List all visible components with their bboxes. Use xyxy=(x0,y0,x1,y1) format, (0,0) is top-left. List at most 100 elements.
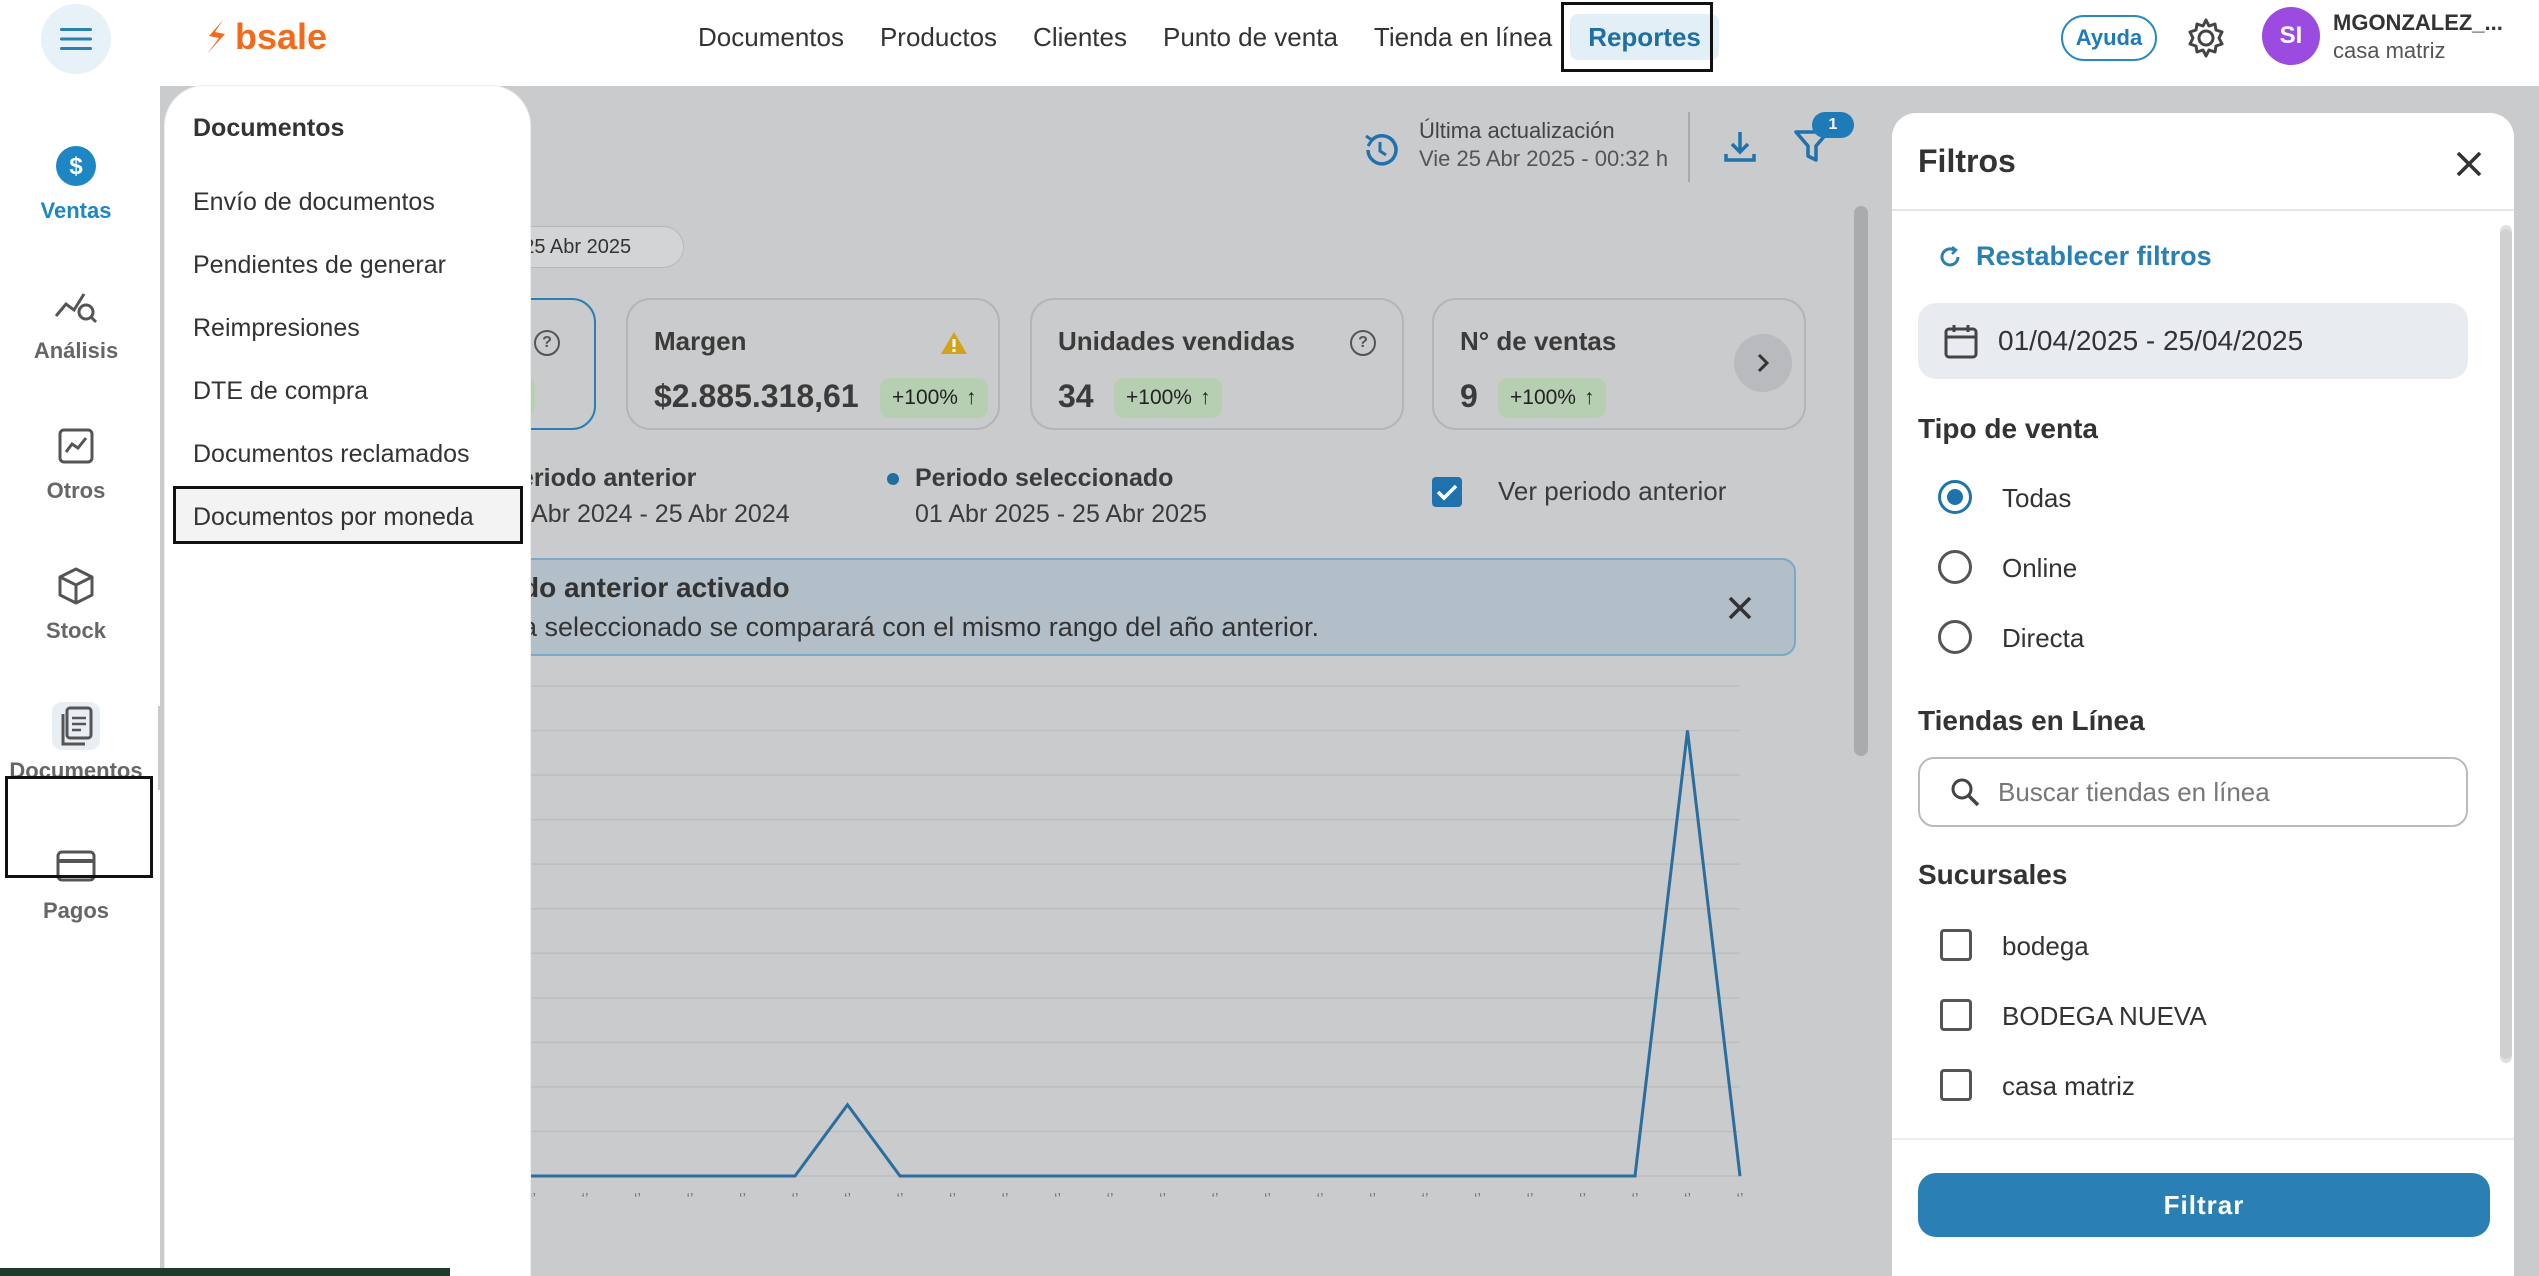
data-point[interactable] xyxy=(847,1104,848,1106)
show-previous-checkbox[interactable] xyxy=(1432,477,1462,507)
kpi-badge-value: +100% xyxy=(892,386,958,409)
x-tick-label: ‘’ xyxy=(686,1191,693,1208)
nav-clientes[interactable]: Clientes xyxy=(1033,21,1127,52)
data-point[interactable] xyxy=(1634,1175,1636,1177)
brand-logo[interactable]: bsale xyxy=(203,14,327,60)
data-point[interactable] xyxy=(1687,730,1688,732)
x-tick-label: ‘’ xyxy=(529,1191,536,1208)
kpi-value: 9 xyxy=(1460,378,1478,414)
reset-filters-button[interactable]: Restablecer filtros xyxy=(1938,241,2212,272)
rail-item-ventas[interactable]: $ Ventas xyxy=(0,142,152,224)
rail-item-analisis[interactable]: Análisis xyxy=(0,282,152,364)
data-point[interactable] xyxy=(584,1175,586,1177)
kpi-card-margen[interactable]: Margen $2.885.318,61 +100% ↑ xyxy=(626,298,1000,430)
radio-online[interactable] xyxy=(1938,550,1972,584)
data-point[interactable] xyxy=(952,1175,953,1177)
radio-label-todas[interactable]: Todas xyxy=(2002,483,2072,513)
rail-item-otros[interactable]: Otros xyxy=(0,422,152,504)
checkbox-bodega[interactable] xyxy=(1940,929,1972,961)
branch-label-bodega-nueva[interactable]: BODEGA NUEVA xyxy=(2002,1001,2207,1031)
rail-indicator xyxy=(158,706,164,790)
checkbox-bodega-nueva[interactable] xyxy=(1940,999,1972,1031)
menu-item-envio-documentos[interactable]: Envío de documentos xyxy=(193,188,435,216)
calendar-icon xyxy=(1944,325,1978,359)
nav-productos[interactable]: Productos xyxy=(879,21,998,52)
main-scrollbar[interactable] xyxy=(1854,206,1868,756)
kpi-next-button[interactable] xyxy=(1734,334,1792,392)
show-previous-label[interactable]: Ver periodo anterior xyxy=(1498,476,1727,506)
data-point[interactable] xyxy=(1529,1175,1531,1177)
kpi-card-ventas[interactable]: N° de ventas 9 +100% ↑ xyxy=(1432,298,1806,430)
menu-item-dte-compra[interactable]: DTE de compra xyxy=(193,377,369,405)
kpi-title: N° de ventas xyxy=(1460,326,1617,356)
branches-title: Sucursales xyxy=(1918,859,2068,890)
data-point[interactable] xyxy=(1739,1175,1741,1177)
data-point[interactable] xyxy=(532,1175,533,1177)
help-button[interactable]: Ayuda xyxy=(2061,15,2157,61)
online-stores-search[interactable] xyxy=(1918,757,2468,827)
data-point[interactable] xyxy=(794,1175,796,1177)
kpi-value: $2.885.318,61 xyxy=(654,378,859,414)
filters-panel: Filtros Restablecer filtros 01/04/2025 -… xyxy=(1892,113,2514,1276)
x-tick-label: ‘’ xyxy=(1001,1191,1008,1208)
data-point[interactable] xyxy=(1267,1175,1268,1177)
download-icon[interactable] xyxy=(1720,126,1760,166)
data-point[interactable] xyxy=(899,1175,901,1177)
date-range-chip[interactable]: - 25 Abr 2025 xyxy=(500,226,684,268)
user-name[interactable]: MGONZALEZ_... xyxy=(2333,10,2503,35)
radio-directa[interactable] xyxy=(1938,620,1972,654)
close-icon[interactable] xyxy=(1720,588,1760,628)
avatar[interactable]: SI xyxy=(2262,7,2320,65)
date-range-picker[interactable]: 01/04/2025 - 25/04/2025 xyxy=(1918,303,2468,379)
search-icon xyxy=(1951,778,1980,807)
gear-icon[interactable] xyxy=(2184,16,2228,60)
radio-todas[interactable] xyxy=(1938,480,1972,514)
kpi-card-unidades[interactable]: Unidades vendidas ? 34 +100% ↑ xyxy=(1030,298,1404,430)
nav-documentos[interactable]: Documentos xyxy=(698,21,844,52)
checkbox-casa-matriz[interactable] xyxy=(1940,1069,1972,1101)
help-icon[interactable]: ? xyxy=(1350,330,1376,356)
nav-reportes[interactable]: Reportes xyxy=(1570,14,1719,60)
close-icon[interactable] xyxy=(2452,147,2486,181)
period-previous-range: l Abr 2024 - 25 Abr 2024 xyxy=(520,500,790,528)
menu-item-reimpresiones[interactable]: Reimpresiones xyxy=(193,314,360,342)
menu-item-documentos-reclamados[interactable]: Documentos reclamados xyxy=(193,440,470,468)
menu-item-documentos-por-moneda[interactable]: Documentos por moneda xyxy=(193,503,474,531)
nav-punto-de-venta[interactable]: Punto de venta xyxy=(1162,21,1338,52)
branch-label-casa-matriz[interactable]: casa matriz xyxy=(2002,1071,2135,1101)
data-point[interactable] xyxy=(1477,1175,1478,1177)
data-point[interactable] xyxy=(1582,1175,1583,1177)
apply-filter-button[interactable]: Filtrar xyxy=(1918,1173,2490,1237)
refresh-icon xyxy=(1940,245,1960,266)
online-stores-search-input[interactable] xyxy=(1998,776,2418,808)
data-point[interactable] xyxy=(742,1175,743,1177)
data-point[interactable] xyxy=(1057,1175,1058,1177)
help-icon[interactable]: ? xyxy=(534,330,560,356)
radio-label-directa[interactable]: Directa xyxy=(2002,623,2085,653)
menu-button[interactable] xyxy=(41,4,111,74)
data-point[interactable] xyxy=(689,1175,691,1177)
rail-item-stock[interactable]: Stock xyxy=(0,562,152,644)
data-point[interactable] xyxy=(1109,1175,1111,1177)
data-point[interactable] xyxy=(1162,1175,1163,1177)
radio-label-online[interactable]: Online xyxy=(2002,553,2078,583)
branch-label-bodega[interactable]: bodega xyxy=(2002,931,2089,961)
nav-tienda-en-linea[interactable]: Tienda en línea xyxy=(1373,21,1553,52)
data-point[interactable] xyxy=(1319,1175,1321,1177)
x-tick-label: ‘’ xyxy=(1159,1191,1166,1208)
rail-item-documentos[interactable]: Documentos xyxy=(0,702,152,784)
svg-text:$: $ xyxy=(69,153,83,180)
menu-item-pendientes-generar[interactable]: Pendientes de generar xyxy=(193,251,446,279)
data-point[interactable] xyxy=(637,1175,638,1177)
data-point[interactable] xyxy=(1214,1175,1216,1177)
data-point[interactable] xyxy=(1004,1175,1006,1177)
highlight-box-reportes xyxy=(1561,2,1713,72)
filters-scrollbar[interactable] xyxy=(2500,229,2512,1059)
rail-label-analisis: Análisis xyxy=(33,338,119,363)
warning-icon[interactable] xyxy=(940,330,968,356)
rail-item-pagos[interactable]: Pagos xyxy=(0,842,152,924)
data-point[interactable] xyxy=(1372,1175,1373,1177)
card-icon xyxy=(52,842,100,890)
data-point[interactable] xyxy=(1424,1175,1426,1177)
bsale-logo-icon xyxy=(207,20,225,54)
